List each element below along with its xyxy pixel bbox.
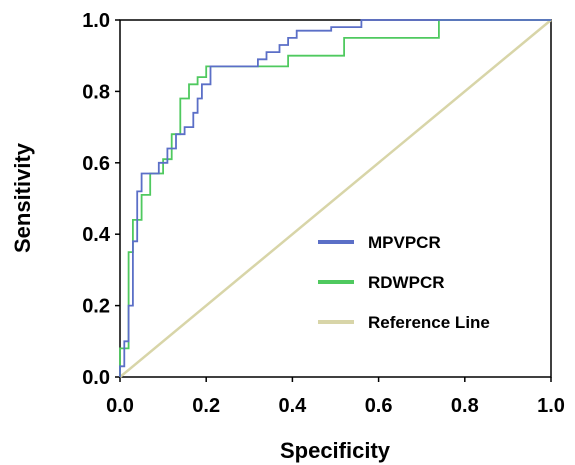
x-tick-label: 0.2 bbox=[192, 395, 220, 417]
x-tick-label: 0.8 bbox=[451, 395, 479, 417]
x-tick-label: 0.0 bbox=[106, 395, 134, 417]
series-line-mpvpcr bbox=[119, 19, 551, 377]
x-tick-label: 0.6 bbox=[365, 395, 393, 417]
x-tick-label: 0.4 bbox=[278, 395, 307, 417]
y-axis-title: Sensitivity bbox=[10, 142, 35, 253]
y-tick-label: 0.4 bbox=[82, 224, 111, 246]
legend-label-reference-line: Reference Line bbox=[368, 313, 490, 332]
legend-label-rdwpcr: RDWPCR bbox=[368, 273, 445, 292]
series-line-reference-line bbox=[119, 19, 552, 378]
series-line-rdwpcr bbox=[119, 19, 551, 377]
x-axis-title: Specificity bbox=[280, 438, 391, 463]
x-axis-ticks: 0.0 0.2 0.4 0.6 0.8 1.0 bbox=[106, 377, 565, 417]
legend: MPVPCR RDWPCR Reference Line bbox=[318, 233, 490, 332]
x-tick-label: 1.0 bbox=[537, 395, 565, 417]
series-layer bbox=[119, 19, 552, 378]
y-tick-label: 1.0 bbox=[82, 10, 110, 32]
legend-label-mpvpcr: MPVPCR bbox=[368, 233, 441, 252]
y-tick-label: 0.6 bbox=[82, 153, 110, 175]
y-tick-label: 0.8 bbox=[82, 81, 110, 103]
y-tick-label: 0.0 bbox=[82, 367, 110, 389]
y-axis-ticks: 0.0 0.2 0.4 0.6 0.8 1.0 bbox=[82, 10, 120, 389]
y-tick-label: 0.2 bbox=[82, 296, 110, 318]
